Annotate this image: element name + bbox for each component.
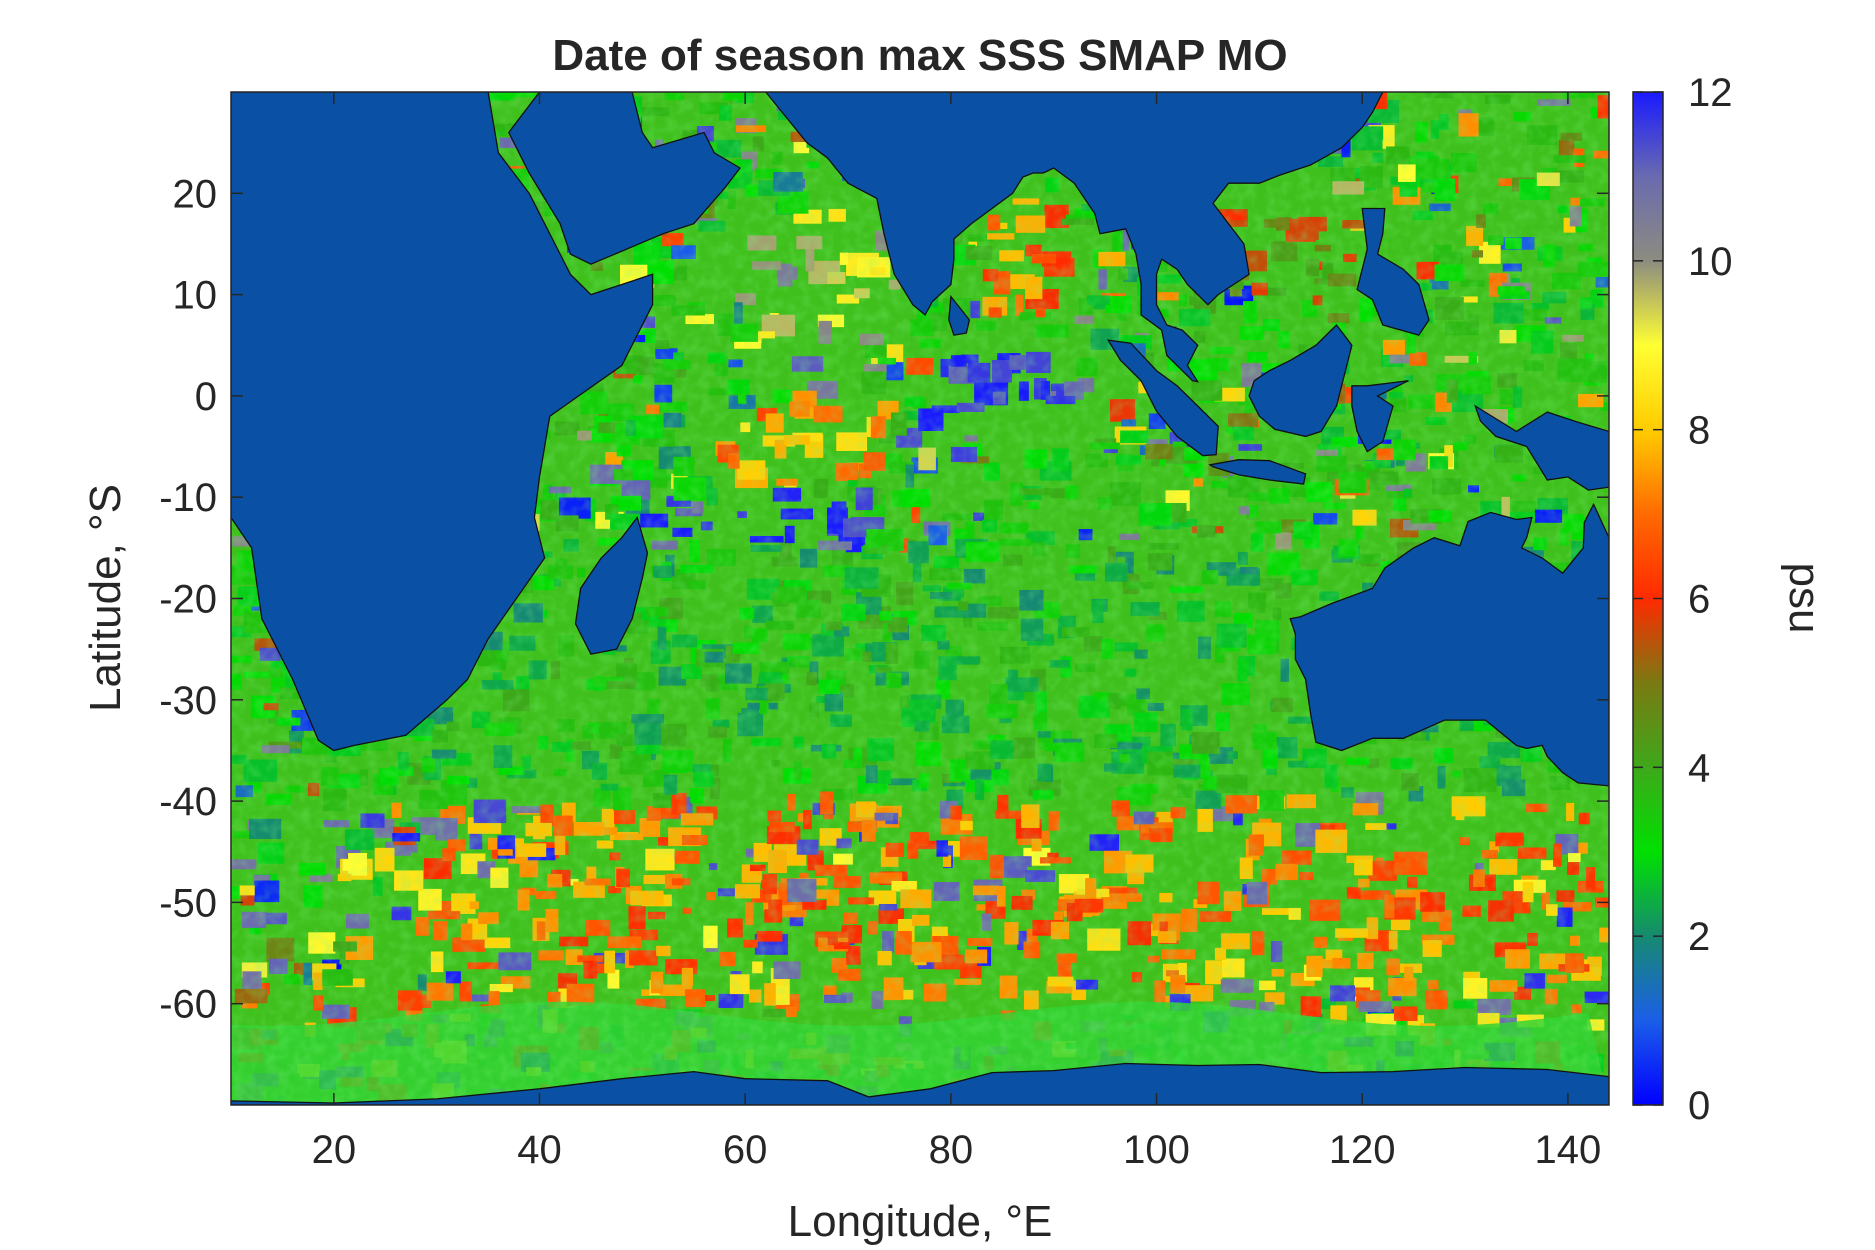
colorbar-label: psu [1780,563,1829,634]
y-axis-ticks: 20 10 0 -10 -20 -30 -40 -50 -60 [159,172,1609,1027]
y-tick-label: -50 [159,881,217,925]
colorbar-ticks: 0 2 4 6 8 10 12 [1633,71,1733,1128]
x-axis-ticks: 20 40 60 80 100 120 140 [312,92,1601,1172]
australia-landmass [1289,502,1609,787]
y-axis-label: Latitude, °S [81,484,130,712]
x-tick-label: 20 [312,1128,357,1172]
antarctica-landmass [231,1062,1609,1105]
sri-lanka-landmass [948,294,971,336]
chart-title: Date of season max SSS SMAP MO [552,31,1287,80]
x-tick-label: 140 [1534,1128,1601,1172]
x-tick-label: 100 [1123,1128,1190,1172]
arabia-landmass [507,92,741,265]
x-tick-label: 80 [929,1128,974,1172]
new-guinea-landmass [1474,404,1609,491]
sulawesi-landmass [1351,380,1409,453]
colorbar-tick-label: 8 [1688,409,1710,453]
madagascar-landmass [574,516,649,655]
y-tick-label: 0 [195,375,217,419]
landmass-group [231,92,1609,1105]
x-axis-label: Longitude, °E [788,1197,1053,1246]
india-landmass [764,92,1384,383]
y-tick-label: -20 [159,578,217,622]
colorbar-tick-label: 10 [1688,240,1733,284]
x-tick-label: 60 [723,1128,768,1172]
colorbar-tick-label: 2 [1688,915,1710,959]
java-landmass [1208,459,1307,485]
colorbar-tick-label: 4 [1688,746,1710,790]
x-tick-label: 40 [517,1128,562,1172]
x-tick-label: 120 [1329,1128,1396,1172]
y-tick-label: -10 [159,476,217,520]
colorbar-tick-label: 6 [1688,578,1710,622]
y-tick-label: 20 [173,172,218,216]
philippines-landmass [1356,207,1430,336]
y-tick-label: 10 [173,274,218,318]
sumatra-landmass [1106,339,1219,457]
y-tick-label: -40 [159,780,217,824]
colorbar-tick-label: 12 [1688,71,1733,115]
borneo-landmass [1248,324,1353,438]
y-tick-label: -30 [159,679,217,723]
colorbar-tick-label: 0 [1688,1084,1710,1128]
map-plot-area[interactable] [219,83,1624,1115]
y-tick-label: -60 [159,983,217,1027]
africa-landmass [231,92,654,752]
